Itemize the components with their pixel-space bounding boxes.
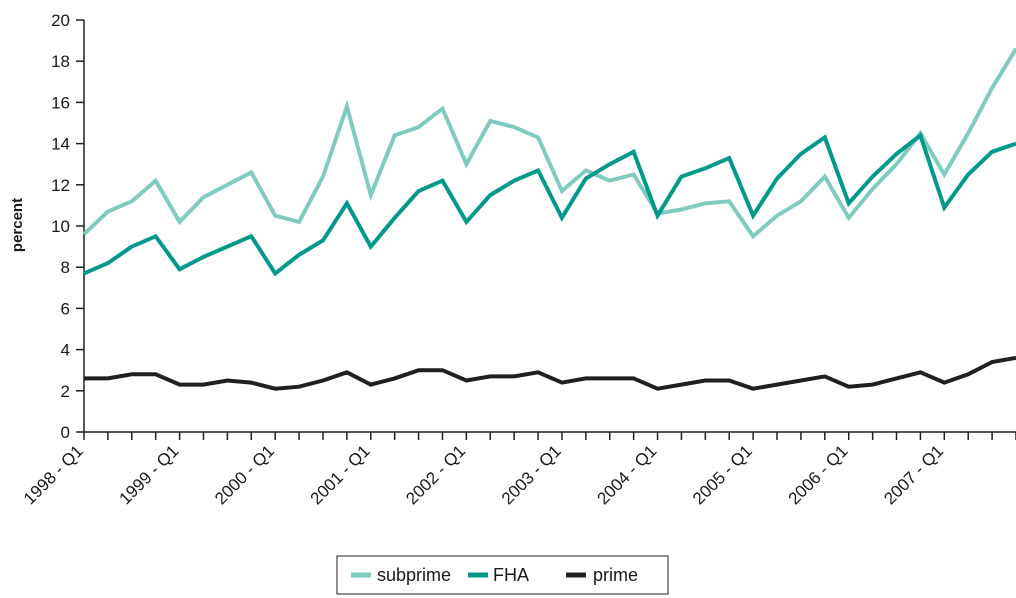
x-tick-label: 2007 - Q1 [880, 441, 947, 508]
y-tick-label: 18 [51, 52, 70, 71]
y-axis-title: percent [9, 198, 26, 252]
y-tick-label: 14 [51, 135, 70, 154]
legend-label-prime: prime [593, 565, 638, 585]
x-tick-label: 1998 - Q1 [20, 441, 87, 508]
x-tick-label: 2005 - Q1 [689, 441, 756, 508]
y-tick-label: 2 [61, 382, 70, 401]
x-tick-label: 2004 - Q1 [593, 441, 660, 508]
y-axis: 0 2 4 6 8 10 12 14 16 18 20 [51, 11, 85, 442]
y-tick-label: 4 [61, 341, 70, 360]
y-tick-label: 8 [61, 258, 70, 277]
legend-label-subprime: subprime [377, 565, 451, 585]
series-line-subprime [82, 47, 1016, 240]
series-line-fha [83, 132, 1016, 277]
y-tick-label: 20 [51, 11, 70, 30]
y-tick-label: 10 [51, 217, 70, 236]
x-tick-label: 2006 - Q1 [785, 441, 852, 508]
x-tick-label: 2002 - Q1 [402, 441, 469, 508]
y-tick-label: 12 [51, 176, 70, 195]
y-tick-label: 6 [61, 299, 70, 318]
plot-area [82, 47, 1016, 391]
legend-box [336, 555, 669, 595]
x-tick-label: 2001 - Q1 [307, 441, 374, 508]
series-line-prime [84, 355, 1016, 391]
legend-label-fha: FHA [493, 565, 529, 585]
x-tick-label: 1999 - Q1 [116, 441, 183, 508]
y-tick-label: 16 [51, 93, 70, 112]
x-axis: 1998 - Q1 1999 - Q1 2000 - Q1 2001 - Q1 2002… [20, 431, 1016, 508]
y-tick-label: 0 [61, 423, 70, 442]
x-tick-label: 2003 - Q1 [498, 441, 565, 508]
x-tick-label: 2000 - Q1 [211, 441, 278, 508]
legend: subprime FHA prime [336, 555, 669, 595]
